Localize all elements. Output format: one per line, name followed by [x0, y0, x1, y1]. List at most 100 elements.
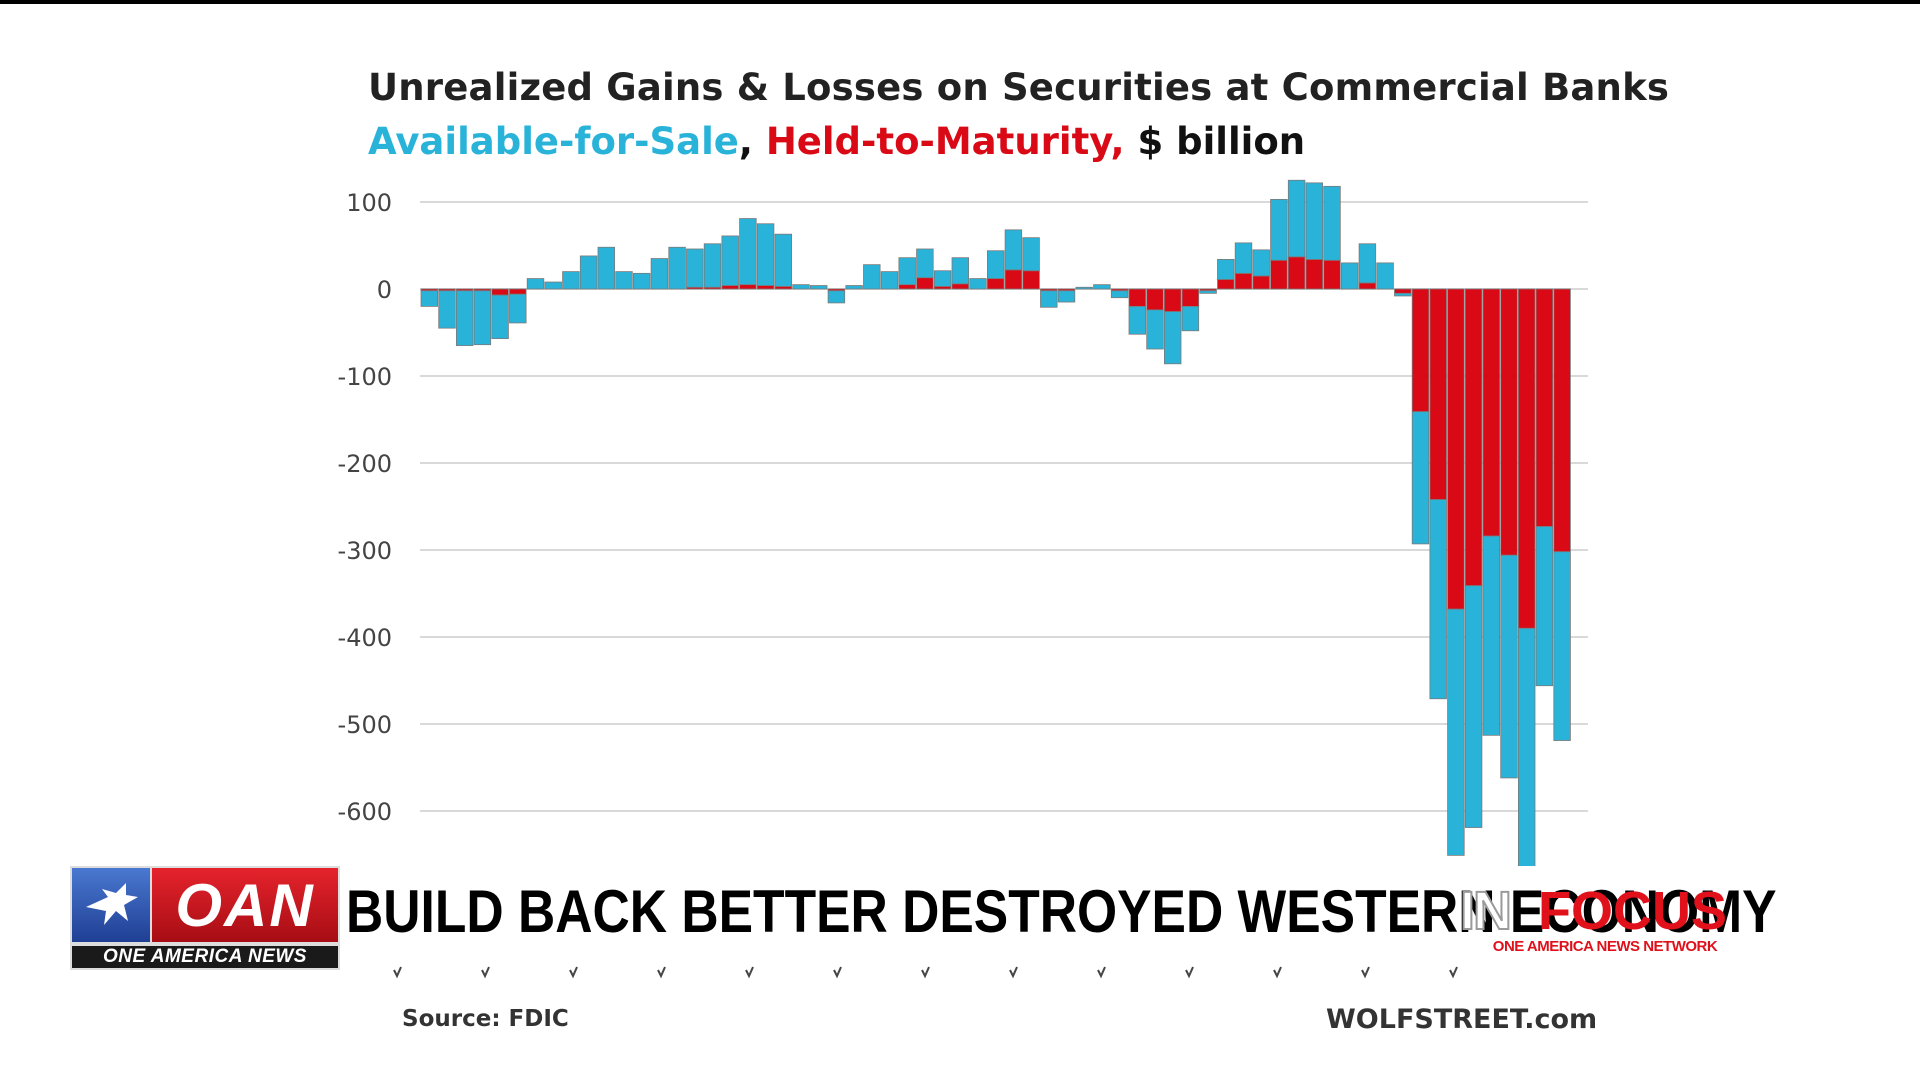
- show-network: ONE AMERICA NEWS NETWORK: [1492, 938, 1718, 955]
- bar-available-for-sale: [1146, 309, 1164, 350]
- bar-available-for-sale: [1164, 311, 1182, 365]
- bar-held-to-maturity: [721, 285, 739, 290]
- bar-available-for-sale: [1270, 198, 1288, 261]
- bar-available-for-sale: [863, 264, 881, 290]
- bar-available-for-sale: [1022, 237, 1040, 272]
- bar-available-for-sale: [1040, 290, 1058, 308]
- bar-held-to-maturity: [1394, 288, 1412, 294]
- bar-held-to-maturity: [1004, 269, 1023, 290]
- x-tick-mark: [393, 966, 402, 979]
- bar-available-for-sale: [668, 246, 686, 290]
- bar-available-for-sale: [1411, 411, 1430, 545]
- legend-unit: $ billion: [1124, 120, 1306, 163]
- bar-held-to-maturity: [1411, 288, 1430, 413]
- bar-available-for-sale: [880, 271, 899, 290]
- bar-available-for-sale: [1376, 262, 1394, 290]
- y-tick-label: -200: [338, 450, 392, 478]
- bar-held-to-maturity: [898, 284, 916, 290]
- bar-available-for-sale: [810, 285, 828, 290]
- bar-held-to-maturity: [1535, 288, 1554, 527]
- bar-available-for-sale: [951, 257, 970, 285]
- bar-available-for-sale: [633, 272, 651, 290]
- bar-held-to-maturity: [491, 288, 509, 296]
- bar-available-for-sale: [1429, 499, 1447, 700]
- bar-held-to-maturity: [1358, 282, 1377, 290]
- bar-available-for-sale: [1199, 290, 1217, 294]
- bar-held-to-maturity: [951, 283, 970, 290]
- bar-available-for-sale: [1341, 262, 1359, 290]
- bar-available-for-sale: [615, 271, 633, 290]
- x-tick-mark: [481, 966, 490, 979]
- bar-available-for-sale: [597, 246, 616, 290]
- bar-held-to-maturity: [756, 285, 775, 290]
- bar-available-for-sale: [969, 278, 987, 290]
- bar-available-for-sale: [898, 257, 916, 286]
- bar-available-for-sale: [1075, 286, 1093, 290]
- chart-subtitle: Available-for-Sale, Held-to-Maturity, $ …: [368, 120, 1305, 163]
- x-tick-mark: [1185, 966, 1194, 979]
- bar-available-for-sale: [420, 290, 439, 307]
- y-tick-label: -500: [338, 711, 392, 739]
- x-tick-mark: [921, 966, 930, 979]
- bar-available-for-sale: [1252, 249, 1270, 277]
- x-tick-mark: [657, 966, 666, 979]
- bar-available-for-sale: [1057, 290, 1076, 303]
- legend-held-to-maturity: Held-to-Maturity,: [765, 120, 1125, 163]
- bar-available-for-sale: [1535, 526, 1554, 687]
- y-tick-label: -600: [338, 798, 392, 826]
- bar-available-for-sale: [1518, 627, 1536, 866]
- bar-available-for-sale: [792, 284, 810, 290]
- bar-available-for-sale: [1287, 179, 1306, 258]
- chart-title: Unrealized Gains & Losses on Securities …: [368, 66, 1670, 109]
- bar-held-to-maturity: [1518, 288, 1536, 629]
- show-focus: FOCUS: [1538, 881, 1727, 941]
- bar-available-for-sale: [1217, 259, 1235, 280]
- bar-held-to-maturity: [1464, 288, 1483, 587]
- bar-held-to-maturity: [1128, 288, 1147, 307]
- news-lower-third: OAN ONE AMERICA NEWS BUILD BACK BETTER D…: [0, 866, 1920, 972]
- eagle-icon: [70, 866, 154, 944]
- x-tick-mark: [1097, 966, 1106, 979]
- bar-available-for-sale: [1323, 185, 1341, 261]
- bar-available-for-sale: [827, 290, 846, 304]
- bar-available-for-sale: [845, 285, 863, 290]
- bar-available-for-sale: [774, 233, 793, 287]
- bar-available-for-sale: [1394, 292, 1412, 297]
- bar-available-for-sale: [1305, 182, 1324, 260]
- bar-held-to-maturity: [1146, 288, 1164, 311]
- y-tick-label: 100: [346, 189, 392, 217]
- bar-available-for-sale: [916, 248, 934, 279]
- source-note: Source: FDIC: [402, 1006, 569, 1032]
- bar-held-to-maturity: [1234, 272, 1253, 290]
- bar-available-for-sale: [1128, 305, 1147, 335]
- oan-logo-subtitle: ONE AMERICA NEWS: [70, 944, 340, 970]
- bar-available-for-sale: [1004, 229, 1023, 271]
- headline: BUILD BACK BETTER DESTROYED WESTERN ECON…: [346, 878, 1777, 945]
- bar-held-to-maturity: [1181, 288, 1200, 307]
- bar-available-for-sale: [933, 270, 952, 287]
- bar-available-for-sale: [544, 281, 562, 290]
- bar-chart: 100 0 -100 -200 -300 -400 -500 -600: [338, 179, 1588, 979]
- bars-group: [420, 179, 1571, 866]
- bar-available-for-sale: [1447, 608, 1465, 856]
- bar-held-to-maturity: [1287, 256, 1306, 290]
- y-tick-label: -400: [338, 624, 392, 652]
- bar-held-to-maturity: [739, 284, 757, 290]
- bar-available-for-sale: [739, 218, 757, 286]
- bar-available-for-sale: [987, 250, 1005, 279]
- x-tick-mark: [1361, 966, 1370, 979]
- y-tick-label: -300: [338, 537, 392, 565]
- bar-available-for-sale: [1093, 284, 1111, 290]
- oan-logo: OAN ONE AMERICA NEWS: [70, 866, 340, 972]
- bar-available-for-sale: [1358, 243, 1377, 284]
- bar-available-for-sale: [1181, 305, 1200, 332]
- bar-held-to-maturity: [1022, 270, 1040, 290]
- x-tick-mark: [833, 966, 842, 979]
- bar-available-for-sale: [1110, 290, 1129, 299]
- bar-available-for-sale: [509, 293, 527, 324]
- bar-available-for-sale: [579, 255, 598, 290]
- bar-available-for-sale: [703, 243, 722, 288]
- bar-held-to-maturity: [1482, 288, 1501, 537]
- show-in: IN: [1459, 880, 1513, 942]
- bar-held-to-maturity: [509, 288, 527, 295]
